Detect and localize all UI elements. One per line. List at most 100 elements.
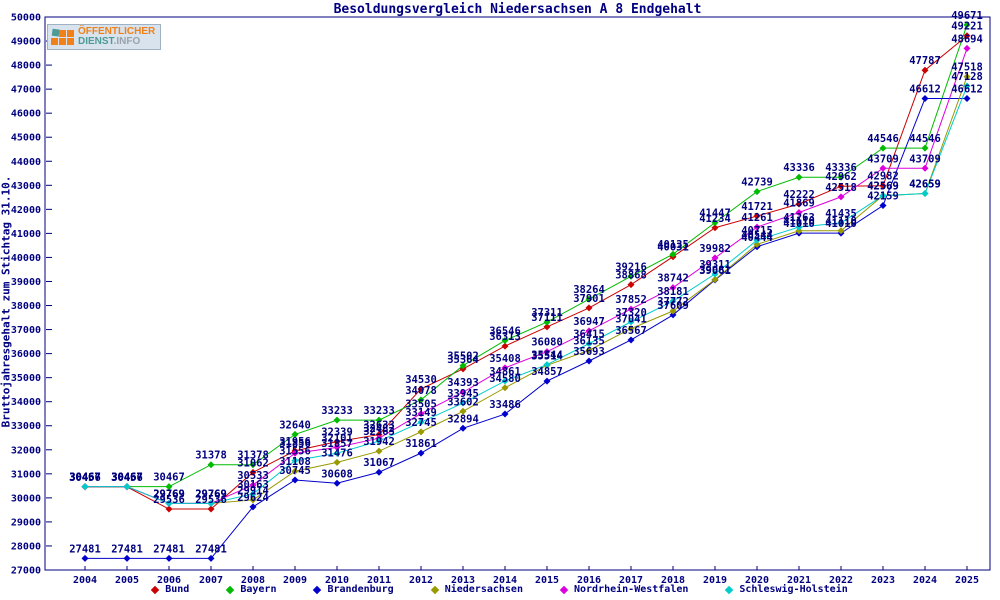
y-axis-title: Bruttojahresgehalt zum Stichtag 31.10. (0, 175, 13, 428)
svg-text:35408: 35408 (489, 353, 521, 365)
series-bund (81, 32, 971, 513)
svg-text:31856: 31856 (279, 438, 311, 450)
data-point-marker (417, 449, 425, 457)
svg-text:30467: 30467 (111, 472, 143, 484)
svg-text:30533: 30533 (237, 470, 269, 482)
svg-text:33233: 33233 (321, 405, 353, 417)
svg-text:41261: 41261 (741, 212, 773, 224)
plot-border (44, 16, 991, 571)
data-point-marker (585, 346, 593, 354)
svg-text:32101: 32101 (321, 432, 353, 444)
svg-text:37901: 37901 (573, 293, 605, 305)
svg-text:37609: 37609 (657, 300, 689, 312)
svg-text:47000: 47000 (11, 85, 41, 96)
svg-text:30467: 30467 (69, 472, 101, 484)
data-point-marker (375, 416, 383, 424)
data-point-marker (543, 361, 551, 369)
data-point-marker (165, 499, 173, 507)
data-point-marker (963, 21, 971, 29)
svg-text:31108: 31108 (279, 456, 311, 468)
svg-text:34078: 34078 (405, 385, 437, 397)
svg-text:29769: 29769 (195, 488, 227, 500)
svg-text:2018: 2018 (661, 575, 685, 586)
svg-text:43709: 43709 (909, 153, 941, 165)
svg-text:42659: 42659 (909, 179, 941, 191)
svg-text:39982: 39982 (699, 243, 731, 255)
data-point-marker (795, 173, 803, 181)
data-point-marker (753, 240, 761, 248)
data-point-marker (585, 304, 593, 312)
data-point-marker (795, 208, 803, 216)
svg-text:2024: 2024 (913, 575, 937, 586)
svg-text:33505: 33505 (405, 399, 437, 411)
data-point-marker (627, 336, 635, 344)
svg-text:46000: 46000 (11, 109, 41, 120)
data-point-marker (417, 410, 425, 418)
legend-item-brandenburg: Brandenburg (313, 584, 394, 595)
svg-text:50000: 50000 (11, 13, 41, 24)
svg-text:33000: 33000 (11, 421, 41, 432)
svg-text:32633: 32633 (363, 420, 395, 432)
series-schleswig-holstein (81, 82, 971, 507)
series-line-nordrhein-westfalen (85, 48, 968, 504)
svg-text:35693: 35693 (573, 346, 605, 358)
svg-text:41110: 41110 (825, 216, 857, 228)
svg-text:33945: 33945 (447, 388, 479, 400)
data-point-marker (249, 496, 257, 504)
svg-text:41234: 41234 (699, 213, 731, 225)
legend-label: Nordrhein-Westfalen (573, 584, 689, 595)
data-point-marker (249, 468, 257, 476)
svg-text:39311: 39311 (699, 259, 731, 271)
svg-text:45000: 45000 (11, 133, 41, 144)
svg-text:38264: 38264 (573, 284, 605, 296)
svg-text:36546: 36546 (489, 325, 521, 337)
svg-text:42569: 42569 (867, 181, 899, 193)
data-point-marker (837, 193, 845, 201)
svg-text:27000: 27000 (11, 566, 41, 577)
svg-text:41010: 41010 (825, 218, 857, 230)
logo-line2: DIENST.INFO (78, 36, 141, 47)
svg-text:2009: 2009 (283, 575, 307, 586)
data-point-marker (879, 202, 887, 210)
svg-text:42659: 42659 (909, 179, 941, 191)
svg-text:42982: 42982 (867, 171, 899, 183)
data-point-marker (921, 144, 929, 152)
data-point-marker (543, 348, 551, 356)
svg-text:41869: 41869 (783, 197, 815, 209)
data-point-marker (837, 219, 845, 227)
svg-text:41000: 41000 (11, 229, 41, 240)
legend-label: Bund (165, 584, 190, 595)
svg-text:36947: 36947 (573, 316, 605, 328)
data-point-marker (879, 192, 887, 200)
data-point-marker (921, 164, 929, 172)
svg-text:30456: 30456 (69, 472, 101, 484)
svg-text:34861: 34861 (489, 366, 521, 378)
legend-label: Brandenburg (327, 584, 394, 595)
svg-text:46612: 46612 (951, 83, 983, 95)
data-point-marker (921, 94, 929, 102)
svg-text:37111: 37111 (531, 312, 563, 324)
svg-text:2023: 2023 (871, 575, 895, 586)
data-point-marker (753, 212, 761, 220)
svg-text:36415: 36415 (573, 329, 605, 341)
data-point-marker (669, 297, 677, 305)
data-point-marker (165, 505, 173, 513)
svg-text:31067: 31067 (363, 457, 395, 469)
legend-item-nordrhein-westfalen: Nordrhein-Westfalen (559, 584, 689, 595)
chart-legend: Bund Bayern Brandenburg Niedersachsen Nordrh… (0, 584, 1000, 595)
site-logo[interactable]: ÖFFENTLICHER DIENST.INFO (47, 24, 162, 50)
data-point-marker (837, 227, 845, 235)
svg-text:33602: 33602 (447, 396, 479, 408)
data-point-marker (165, 483, 173, 491)
svg-text:31857: 31857 (321, 438, 353, 450)
data-point-marker (333, 443, 341, 451)
svg-text:29624: 29624 (237, 492, 269, 504)
svg-text:42159: 42159 (867, 191, 899, 203)
legend-swatch-icon (559, 585, 569, 594)
svg-text:40031: 40031 (657, 242, 689, 254)
svg-text:2016: 2016 (577, 575, 601, 586)
data-point-marker (375, 468, 383, 476)
data-point-marker (333, 458, 341, 466)
svg-text:2017: 2017 (619, 575, 643, 586)
